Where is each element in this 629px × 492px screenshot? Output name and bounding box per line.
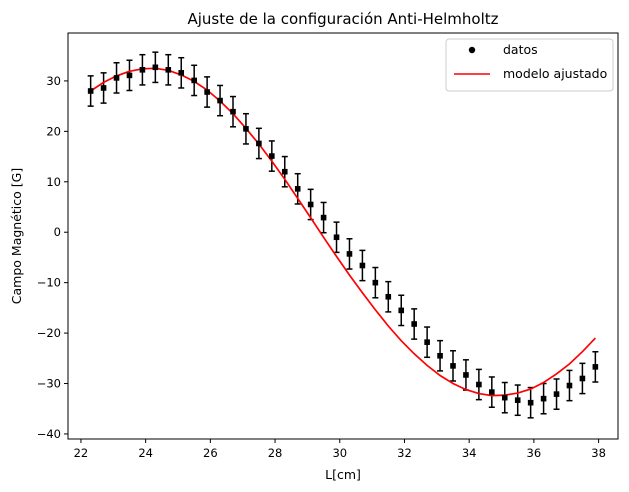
data-point-marker: [320, 214, 327, 221]
x-tick-label: 34: [462, 446, 477, 460]
x-tick-label: 24: [138, 446, 153, 460]
data-point-marker: [333, 234, 340, 241]
x-tick-label: 22: [74, 446, 89, 460]
legend: datos modelo ajustado: [445, 38, 614, 92]
data-point-marker: [100, 85, 107, 91]
x-axis-ticks: 22 24 26 28 30 32 34 36 38: [74, 439, 606, 460]
x-tick-label: 28: [268, 446, 283, 460]
x-axis-label: L[cm]: [325, 467, 361, 482]
data-point-marker: [230, 108, 236, 115]
data-point-marker: [514, 397, 521, 403]
y-tick-label: −30: [37, 377, 61, 391]
x-tick-label: 32: [397, 446, 412, 460]
x-tick-label: 30: [332, 446, 347, 460]
legend-box: [445, 38, 614, 92]
fit-line: [90, 67, 597, 397]
data-point-marker: [372, 279, 379, 286]
data-point-marker: [398, 307, 405, 314]
y-tick-label: 10: [46, 175, 61, 189]
y-tick-label: 20: [46, 124, 61, 138]
y-tick-label: −20: [37, 326, 61, 340]
legend-label-datos: datos: [503, 42, 538, 57]
data-point-marker: [424, 339, 430, 345]
x-tick-label: 26: [203, 446, 218, 460]
data-point-marker: [217, 97, 223, 104]
data-markers: [87, 64, 599, 406]
y-tick-label: 30: [46, 74, 61, 88]
data-point-marker: [592, 364, 599, 370]
data-point-marker: [256, 140, 262, 147]
data-point-marker: [566, 382, 573, 389]
data-point-marker: [527, 399, 534, 406]
data-point-marker: [540, 395, 547, 402]
data-point-marker: [385, 293, 392, 300]
data-point-marker: [204, 89, 210, 95]
y-tick-label: −40: [37, 427, 61, 441]
data-point-marker: [553, 391, 560, 397]
data-point-marker: [165, 67, 172, 73]
data-point-marker: [501, 394, 508, 401]
axes-frame: [67, 32, 619, 440]
y-tick-label: 0: [54, 225, 61, 239]
chart-title: Ajuste de la configuración Anti-Helmholt…: [187, 10, 498, 28]
data-point-marker: [489, 389, 495, 395]
y-axis-label: Campo Magnético [G]: [9, 168, 24, 304]
x-tick-label: 36: [527, 446, 542, 460]
data-point-marker: [463, 372, 469, 378]
data-point-marker: [450, 363, 456, 369]
data-point-marker: [243, 126, 249, 132]
data-point-marker: [126, 72, 133, 79]
x-tick-label: 38: [591, 446, 606, 460]
legend-marker-datos: [468, 46, 476, 54]
data-point-marker: [281, 168, 288, 175]
data-point-marker: [152, 64, 159, 71]
data-point-marker: [307, 201, 314, 208]
data-point-marker: [579, 375, 586, 382]
data-point-marker: [269, 153, 275, 159]
data-point-marker: [139, 67, 146, 73]
fit-line-group: [90, 67, 597, 397]
data-point-marker: [178, 70, 185, 76]
data-point-marker: [437, 352, 443, 359]
data-point-marker: [346, 251, 353, 257]
y-tick-label: −10: [37, 276, 61, 290]
y-axis-ticks: −40 −30 −20 −10 0 10 20 30: [37, 74, 68, 441]
data-point-marker: [476, 381, 482, 388]
data-point-marker: [294, 186, 301, 192]
legend-label-modelo: modelo ajustado: [503, 66, 607, 81]
data-point-marker: [359, 262, 366, 269]
data-point-marker: [191, 77, 197, 84]
data-point-marker: [113, 75, 120, 81]
data-point-marker: [411, 321, 417, 327]
data-point-marker: [87, 88, 94, 94]
plot-area: 22 24 26 28 30 32 34 36 38 −40 −30 −20 −10 0 10 20 30: [37, 32, 619, 460]
